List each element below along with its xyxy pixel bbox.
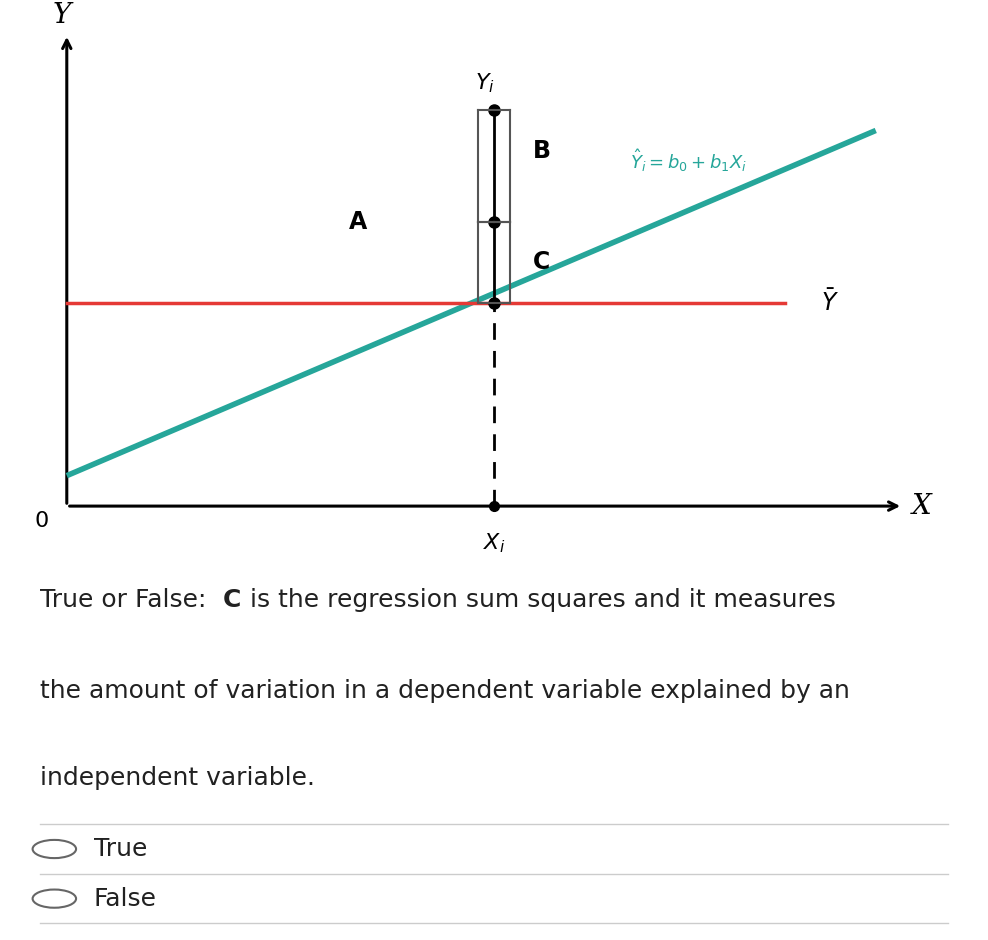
Text: 0: 0 [35, 511, 48, 531]
Text: C: C [534, 250, 550, 274]
Text: True: True [94, 837, 147, 861]
Text: $\hat{Y}_i = b_0 + b_1 X_i$: $\hat{Y}_i = b_0 + b_1 X_i$ [630, 148, 747, 174]
Text: $Y_i$: $Y_i$ [475, 71, 495, 95]
Text: X: X [912, 493, 932, 520]
Text: B: B [534, 139, 551, 163]
Text: the amount of variation in a dependent variable explained by an: the amount of variation in a dependent v… [40, 680, 850, 703]
Text: is the regression sum squares and it measures: is the regression sum squares and it mea… [242, 588, 836, 613]
Text: Y: Y [53, 2, 71, 29]
Text: True or False:: True or False: [40, 588, 213, 613]
Text: C: C [222, 588, 241, 613]
Text: A: A [349, 210, 367, 234]
Text: independent variable.: independent variable. [40, 766, 314, 791]
Text: $X_i$: $X_i$ [483, 531, 505, 556]
Text: False: False [94, 886, 157, 911]
Text: $\bar{Y}$: $\bar{Y}$ [821, 290, 839, 317]
